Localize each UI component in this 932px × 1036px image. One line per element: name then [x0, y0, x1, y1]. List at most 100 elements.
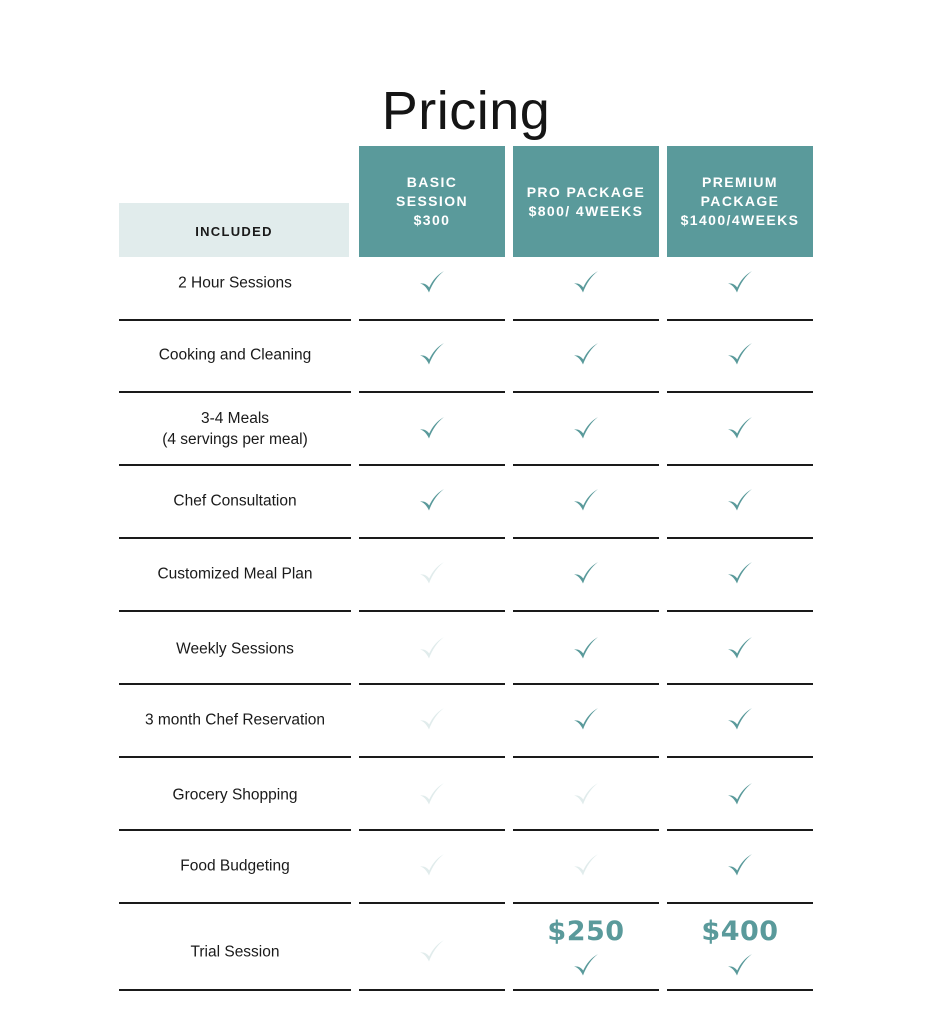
checkmark-icon	[726, 560, 754, 588]
checkmark-icon-inactive	[418, 781, 446, 809]
row-divider	[119, 683, 351, 685]
row-divider	[359, 902, 505, 904]
row-divider	[513, 683, 659, 685]
feature-label: Food Budgeting	[119, 856, 351, 877]
trial-price-pro: $250	[547, 916, 625, 947]
checkmark-icon	[726, 487, 754, 515]
plan-title-line: $300	[413, 212, 451, 228]
checkmark-icon	[572, 635, 600, 663]
checkmark-icon-inactive	[572, 781, 600, 809]
feature-label: 3 month Chef Reservation	[119, 710, 351, 731]
plan-header-pro: PRO PACKAGE $800/ 4WEEKS	[513, 146, 659, 257]
row-divider	[119, 537, 351, 539]
included-label: INCLUDED	[195, 223, 273, 239]
row-divider	[667, 756, 813, 758]
checkmark-icon	[418, 269, 446, 297]
checkmark-icon-inactive	[418, 706, 446, 734]
plan-title: BASIC SESSION $300	[396, 173, 468, 230]
plan-title-line: $800/ 4WEEKS	[528, 202, 644, 219]
row-divider	[119, 989, 351, 991]
feature-label: 3-4 Meals (4 servings per meal)	[119, 408, 351, 450]
row-divider	[667, 989, 813, 991]
row-divider	[513, 829, 659, 831]
feature-label-line: Weekly Sessions	[176, 640, 294, 658]
plan-title-line: PRO PACKAGE	[526, 183, 646, 200]
row-divider	[359, 319, 505, 321]
feature-label-line: Customized Meal Plan	[157, 565, 313, 583]
checkmark-icon	[726, 706, 754, 734]
row-divider	[119, 391, 351, 393]
plan-title-line: $1400/4WEEKS	[680, 212, 800, 228]
plan-title-line: BASIC	[406, 174, 458, 190]
row-divider	[667, 829, 813, 831]
row-divider	[667, 683, 813, 685]
checkmark-icon	[572, 269, 600, 297]
feature-label-line: Chef Consultation	[173, 492, 297, 510]
row-divider	[119, 902, 351, 904]
row-divider	[359, 829, 505, 831]
feature-label-line: 2 Hour Sessions	[178, 274, 292, 292]
plan-title-line: PREMIUM	[702, 174, 778, 190]
row-divider	[667, 319, 813, 321]
row-divider	[667, 610, 813, 612]
checkmark-icon	[418, 487, 446, 515]
checkmark-icon	[572, 706, 600, 734]
row-divider	[513, 989, 659, 991]
row-divider	[359, 683, 505, 685]
row-divider	[513, 756, 659, 758]
feature-label: 2 Hour Sessions	[119, 273, 351, 294]
plan-title-line: SESSION	[395, 193, 469, 209]
checkmark-icon	[418, 341, 446, 369]
checkmark-icon	[572, 487, 600, 515]
feature-label: Customized Meal Plan	[119, 564, 351, 585]
row-divider	[359, 537, 505, 539]
checkmark-icon	[726, 635, 754, 663]
page-title: Pricing	[381, 81, 551, 142]
row-divider	[513, 610, 659, 612]
plan-title: PREMIUM PACKAGE $1400/4WEEKS	[681, 173, 800, 230]
feature-label: Grocery Shopping	[119, 785, 351, 806]
checkmark-icon	[572, 341, 600, 369]
row-divider	[119, 319, 351, 321]
feature-label-line: 3 month Chef Reservation	[144, 711, 326, 729]
checkmark-icon-inactive	[418, 560, 446, 588]
row-divider	[667, 902, 813, 904]
included-column-header: INCLUDED	[119, 203, 349, 257]
row-divider	[513, 391, 659, 393]
checkmark-icon	[726, 341, 754, 369]
checkmark-icon	[726, 415, 754, 443]
plan-header-basic: BASIC SESSION $300	[359, 146, 505, 257]
plan-header-premium: PREMIUM PACKAGE $1400/4WEEKS	[667, 146, 813, 257]
feature-label-line: 3-4 Meals	[200, 410, 270, 427]
row-divider	[119, 756, 351, 758]
row-divider	[513, 902, 659, 904]
feature-label-line: Food Budgeting	[180, 857, 290, 875]
row-divider	[359, 610, 505, 612]
checkmark-icon	[572, 415, 600, 443]
row-divider	[119, 464, 351, 466]
checkmark-icon-inactive	[418, 852, 446, 880]
row-divider	[119, 610, 351, 612]
checkmark-icon	[726, 781, 754, 809]
feature-label: Weekly Sessions	[119, 639, 351, 660]
row-divider	[667, 537, 813, 539]
plan-title-line: PACKAGE	[700, 193, 780, 209]
checkmark-icon-inactive	[418, 938, 446, 966]
row-divider	[667, 464, 813, 466]
trial-price-premium: $400	[701, 916, 779, 947]
checkmark-icon-inactive	[572, 852, 600, 880]
checkmark-icon	[572, 952, 600, 980]
row-divider	[119, 829, 351, 831]
plan-title: PRO PACKAGE $800/ 4WEEKS	[527, 183, 646, 221]
checkmark-icon	[726, 852, 754, 880]
feature-label-line: Grocery Shopping	[172, 786, 298, 804]
row-divider	[513, 537, 659, 539]
checkmark-icon	[418, 415, 446, 443]
checkmark-icon-inactive	[418, 635, 446, 663]
feature-label-line: Trial Session	[190, 943, 280, 961]
row-divider	[359, 391, 505, 393]
checkmark-icon	[726, 952, 754, 980]
feature-label-line: (4 servings per meal)	[162, 431, 308, 448]
row-divider	[667, 391, 813, 393]
feature-label-line: Cooking and Cleaning	[158, 346, 312, 364]
